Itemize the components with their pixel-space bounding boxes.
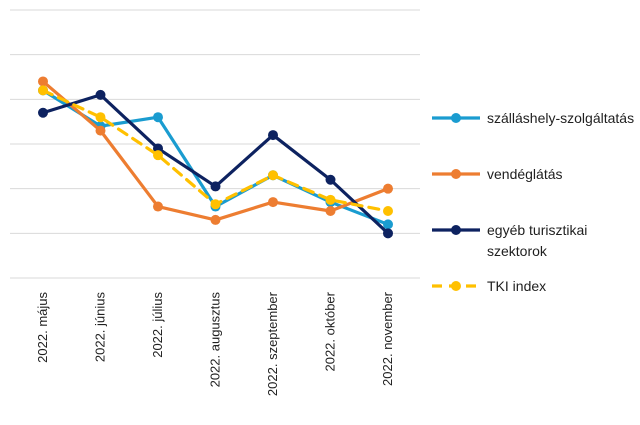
x-tick-label: 2022. augusztus xyxy=(208,292,223,388)
legend-item: szálláshely-szolgáltatás xyxy=(432,110,634,126)
series-group xyxy=(38,76,393,225)
data-point xyxy=(95,125,106,136)
data-point xyxy=(38,107,48,118)
legend-item: TKI index xyxy=(432,278,546,294)
series-line xyxy=(41,79,390,222)
x-tick-label: 2022. szeptember xyxy=(265,291,280,396)
x-tick-label: 2022. május xyxy=(35,292,50,363)
legend-marker xyxy=(451,281,461,291)
x-axis-labels: 2022. május 2022. június 2022. július 2022.… xyxy=(35,291,395,396)
gridlines xyxy=(10,9,420,279)
series-group xyxy=(38,85,393,216)
data-point xyxy=(210,181,221,192)
legend-label: szálláshely-szolgáltatás xyxy=(487,110,634,126)
x-tick-label: 2022. június xyxy=(93,292,108,363)
legend-item: egyéb turisztikai szektorok xyxy=(432,222,587,259)
data-point xyxy=(95,112,106,123)
data-point xyxy=(210,199,221,210)
data-point xyxy=(325,206,336,216)
x-tick-label: 2022. július xyxy=(150,292,165,358)
legend-marker xyxy=(451,113,461,123)
x-tick-label: 2022. október xyxy=(323,291,338,371)
data-point xyxy=(38,85,48,96)
legend-item: vendéglátás xyxy=(432,166,563,182)
data-point xyxy=(383,228,393,239)
series-line xyxy=(41,88,390,213)
legend-label: vendéglátás xyxy=(487,166,563,182)
data-point xyxy=(153,201,163,212)
data-point xyxy=(38,76,48,87)
data-point xyxy=(383,219,393,230)
legend-marker xyxy=(451,225,461,235)
data-point xyxy=(268,197,278,208)
data-point xyxy=(325,174,336,185)
legend-marker xyxy=(451,169,461,179)
series-layer xyxy=(38,76,393,239)
data-point xyxy=(210,214,221,225)
legend: szálláshely-szolgáltatás vendéglátás egyéb… xyxy=(432,110,634,294)
data-point xyxy=(153,112,163,123)
data-point xyxy=(383,183,393,194)
data-point xyxy=(268,170,278,181)
data-point xyxy=(268,130,278,141)
data-point xyxy=(95,89,106,100)
data-point xyxy=(383,206,393,216)
legend-label: TKI index xyxy=(487,278,546,294)
data-point xyxy=(153,150,163,161)
x-tick-label: 2022. november xyxy=(380,291,395,386)
data-point xyxy=(325,194,336,205)
legend-label: egyéb turisztikai szektorok xyxy=(487,222,587,259)
